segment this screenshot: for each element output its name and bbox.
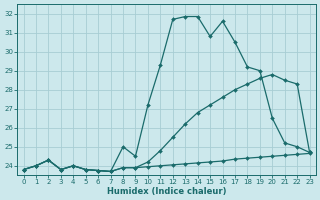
X-axis label: Humidex (Indice chaleur): Humidex (Indice chaleur) — [107, 187, 226, 196]
